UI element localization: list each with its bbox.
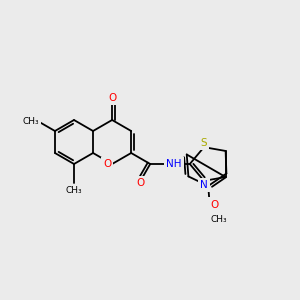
Text: O: O xyxy=(103,159,111,169)
Text: O: O xyxy=(108,93,116,103)
Text: CH₃: CH₃ xyxy=(211,215,227,224)
Text: O: O xyxy=(211,200,219,210)
Text: NH: NH xyxy=(166,159,182,169)
Text: S: S xyxy=(201,138,207,148)
Text: CH₃: CH₃ xyxy=(22,117,39,126)
Text: O: O xyxy=(137,178,145,188)
Text: N: N xyxy=(200,180,208,190)
Text: CH₃: CH₃ xyxy=(66,186,82,195)
